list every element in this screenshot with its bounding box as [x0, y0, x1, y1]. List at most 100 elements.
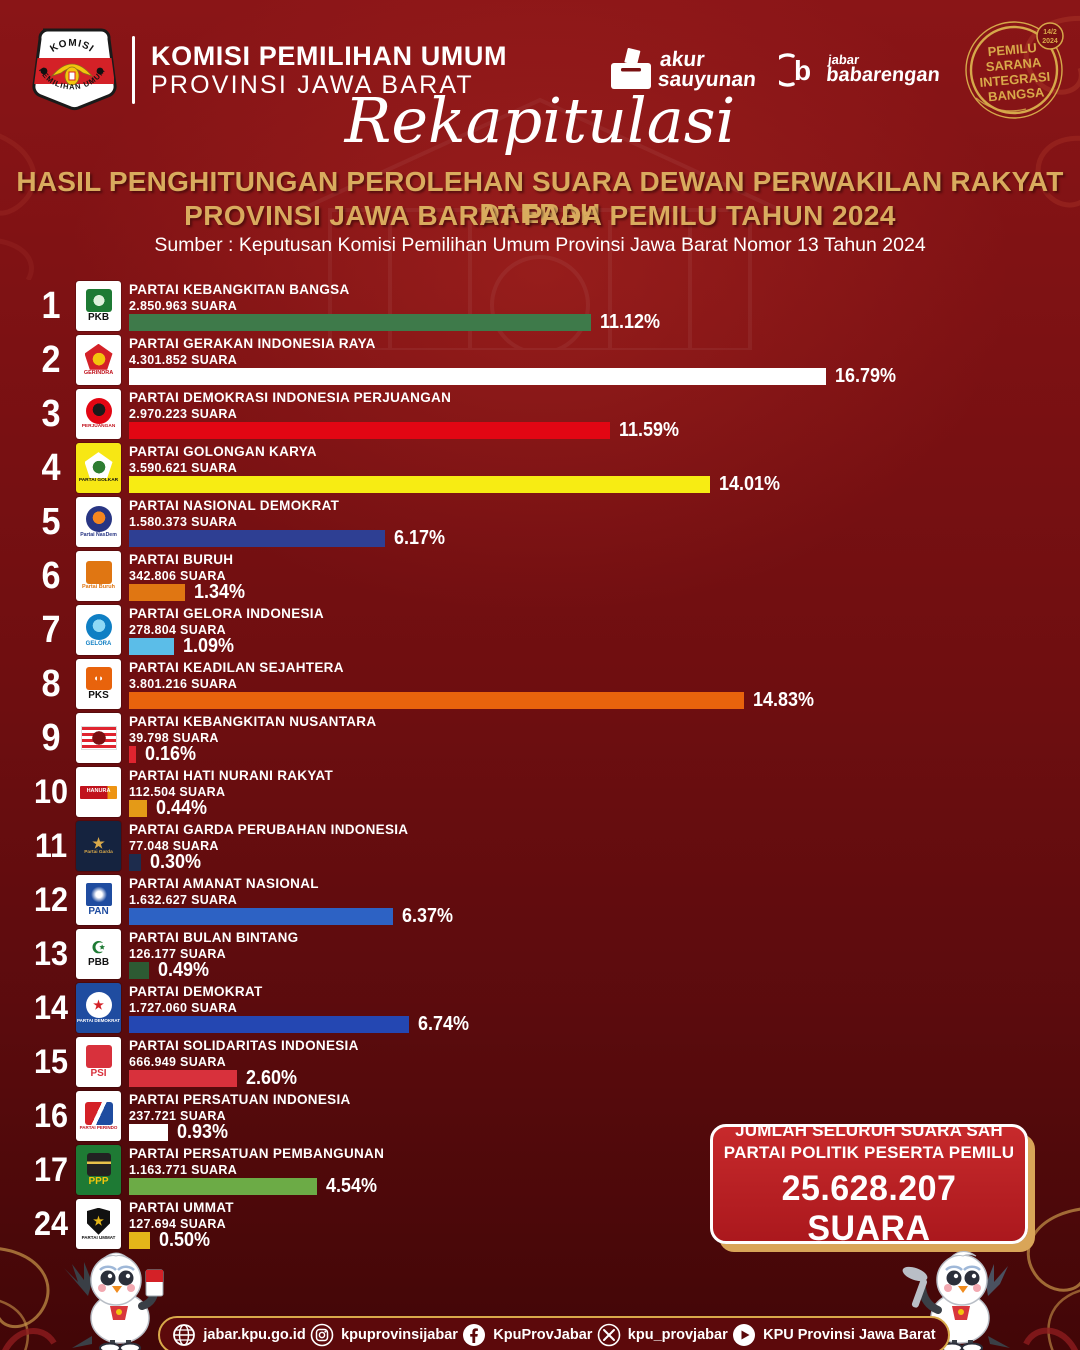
party-logo-abbr: PARTAI DEMOKRAT	[77, 1018, 120, 1024]
party-row-content: PARTAI GARDA PERUBAHAN INDONESIA 77.048 …	[129, 821, 1072, 872]
ballot-number: 24	[33, 1205, 69, 1243]
vote-percentage: 1.09%	[183, 635, 235, 657]
vote-bar	[129, 530, 386, 547]
party-name: PARTAI PERSATUAN PEMBANGUNAN	[129, 1146, 385, 1161]
party-logo: PARTAI PERINDO	[76, 1091, 121, 1141]
party-row-content: PARTAI PERSATUAN PEMBANGUNAN 1.163.771 S…	[129, 1145, 1072, 1196]
footer-item-instagram: kpuprovinsijabar	[310, 1323, 458, 1347]
ballot-number: 11	[34, 827, 68, 865]
party-logo-glyph	[84, 343, 113, 370]
facebook-label: KpuProvJabar	[493, 1327, 593, 1343]
party-row: 5 Partai NasDem PARTAI NASIONAL DEMOKRAT…	[28, 497, 1072, 548]
party-logo: ★ Partai Garda	[76, 821, 121, 871]
party-logo: Partai Buruh	[76, 551, 121, 601]
party-row-content: PARTAI GERAKAN INDONESIA RAYA 4.301.852 …	[129, 335, 1072, 386]
party-votes: 126.177 SUARA	[129, 946, 227, 961]
ballot-number: 16	[33, 1097, 69, 1135]
svg-text:14/2: 14/2	[1043, 29, 1057, 36]
vote-bar	[129, 854, 142, 871]
party-logo-glyph	[86, 1153, 111, 1176]
pemilu-badge: PEMILU SARANA INTEGRASI BANGSA 14/2 2024	[965, 21, 1064, 119]
ballot-number: 4	[41, 447, 61, 489]
footer-item-website: jabar.kpu.go.id	[172, 1323, 306, 1347]
website-label: jabar.kpu.go.id	[203, 1327, 306, 1343]
party-votes: 3.590.621 SUARA	[129, 460, 238, 475]
party-row-content: PARTAI SOLIDARITAS INDONESIA 666.949 SUA…	[129, 1037, 1072, 1088]
party-row: 2 GERINDRA PARTAI GERAKAN INDONESIA RAYA…	[28, 335, 1072, 386]
party-row: 6 Partai Buruh PARTAI BURUH 342.806 SUAR…	[28, 551, 1072, 603]
svg-text:b: b	[794, 55, 811, 86]
party-row: 12 PAN PARTAI AMANAT NASIONAL 1.632.627 …	[28, 875, 1072, 926]
org-line2: PROVINSI JAWA BARAT	[151, 71, 474, 100]
svg-text:PEMILU: PEMILU	[987, 40, 1037, 59]
bar-row: 6.74%	[129, 1014, 1072, 1034]
party-name: PARTAI NASIONAL DEMOKRAT	[129, 498, 340, 513]
vote-bar	[129, 1232, 150, 1249]
ballot-number: 12	[33, 881, 69, 919]
party-logo: GERINDRA	[76, 335, 121, 385]
header-divider	[132, 36, 135, 104]
party-votes: 1.580.373 SUARA	[129, 514, 238, 529]
vote-bar	[129, 368, 826, 385]
party-name: PARTAI BURUH	[129, 552, 234, 567]
party-logo-glyph: ☪	[91, 939, 106, 957]
vote-bar	[129, 962, 150, 979]
party-logo: ★ PARTAI UMMAT	[76, 1199, 121, 1249]
party-logo: PERJUANGAN	[76, 389, 121, 439]
party-row-content: PARTAI KEBANGKITAN NUSANTARA 39.798 SUAR…	[129, 713, 1072, 764]
vote-percentage: 14.83%	[753, 689, 815, 711]
ballot-number: 1	[41, 285, 61, 327]
party-logo-abbr: PAN	[88, 906, 109, 917]
jabar-babarengan-text: jabar babarengan	[824, 52, 942, 87]
party-logo-glyph	[85, 561, 112, 585]
party-row-content: PARTAI GELORA INDONESIA 278.804 SUARA 1.…	[129, 605, 1072, 657]
youtube-icon	[733, 1324, 756, 1346]
bar-row: 1.34%	[129, 581, 1072, 603]
footer-item-youtube: KPU Provinsi Jawa Barat	[732, 1323, 936, 1347]
vote-percentage: 1.34%	[193, 581, 245, 603]
party-logo-glyph	[85, 613, 112, 640]
vote-percentage: 0.50%	[158, 1229, 210, 1251]
party-logo-glyph: ★	[85, 992, 112, 1019]
vote-percentage: 0.93%	[176, 1121, 228, 1143]
party-row-content: PARTAI HATI NURANI RAKYAT 112.504 SUARA …	[129, 767, 1072, 818]
party-logo-abbr: Partai NasDem	[80, 531, 117, 538]
party-votes: 4.301.852 SUARA	[129, 352, 238, 367]
jabar-line2: babarengan	[824, 64, 941, 87]
party-name: PARTAI HATI NURANI RAKYAT	[129, 768, 333, 783]
vote-bar	[129, 314, 591, 331]
party-votes: 1.163.771 SUARA	[129, 1162, 238, 1177]
header-partner-logos: akur sauyunan b jabar babarengan PEMILU	[609, 18, 1066, 122]
ballot-number: 14	[33, 989, 69, 1027]
ballot-number: 5	[41, 501, 61, 543]
party-name: PARTAI DEMOKRAT	[129, 984, 263, 999]
svg-text:BANGSA: BANGSA	[987, 84, 1045, 104]
vote-bar	[129, 1178, 318, 1195]
party-logo-abbr: PERJUANGAN	[81, 424, 116, 430]
party-row: 11 ★ Partai Garda PARTAI GARDA PERUBAHAN…	[28, 821, 1072, 872]
bar-row: 4.54%	[129, 1176, 1072, 1196]
party-logo-abbr: GERINDRA	[83, 369, 114, 376]
party-row: 7 GELORA PARTAI GELORA INDONESIA 278.804…	[28, 605, 1072, 657]
jabar-babarengan-logo: b jabar babarengan	[778, 49, 942, 91]
facebook-icon	[463, 1324, 486, 1346]
party-row-content: PARTAI NASIONAL DEMOKRAT 1.580.373 SUARA…	[129, 497, 1072, 548]
vote-bar	[129, 908, 394, 925]
party-votes: 1.727.060 SUARA	[129, 1000, 238, 1015]
party-logo-glyph: HANURA	[80, 785, 117, 799]
party-logo-glyph	[85, 1045, 112, 1068]
party-logo-glyph	[85, 289, 112, 312]
party-row: 13 ☪ PBB PARTAI BULAN BINTANG 126.177 SU…	[28, 929, 1072, 980]
party-row: 4 PARTAI GOLKAR PARTAI GOLONGAN KARYA 3.…	[28, 443, 1072, 494]
main-heading-line2: PROVINSI JAWA BARAT PADA PEMILU TAHUN 20…	[184, 200, 896, 231]
party-row-content: PARTAI AMANAT NASIONAL 1.632.627 SUARA 6…	[129, 875, 1072, 926]
vote-bar	[129, 422, 610, 439]
party-name: PARTAI SOLIDARITAS INDONESIA	[129, 1038, 359, 1053]
total-votes-value: 25.628.207 SUARA	[781, 1168, 957, 1248]
party-name: PARTAI GELORA INDONESIA	[129, 606, 324, 621]
party-logo: PSI	[76, 1037, 121, 1087]
party-logo: PKB	[76, 281, 121, 331]
party-row-content: PARTAI UMMAT 127.694 SUARA 0.50%	[129, 1199, 1072, 1251]
vote-percentage: 11.59%	[619, 419, 680, 441]
party-votes: 342.806 SUARA	[129, 568, 227, 583]
